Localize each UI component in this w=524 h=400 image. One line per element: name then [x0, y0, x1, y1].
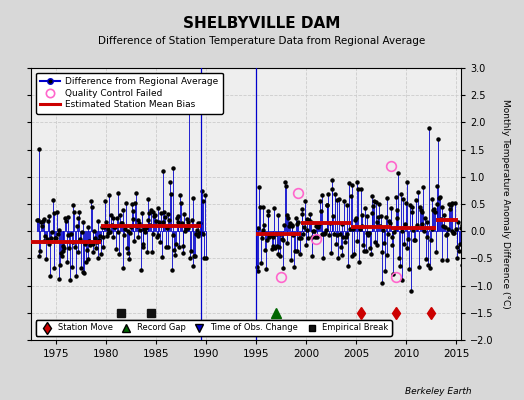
Text: SHELBYVILLE DAM: SHELBYVILLE DAM [183, 16, 341, 31]
Legend: Station Move, Record Gap, Time of Obs. Change, Empirical Break: Station Move, Record Gap, Time of Obs. C… [36, 320, 392, 336]
Y-axis label: Monthly Temperature Anomaly Difference (°C): Monthly Temperature Anomaly Difference (… [500, 99, 510, 309]
Text: Difference of Station Temperature Data from Regional Average: Difference of Station Temperature Data f… [99, 36, 425, 46]
Text: Berkeley Earth: Berkeley Earth [405, 387, 472, 396]
